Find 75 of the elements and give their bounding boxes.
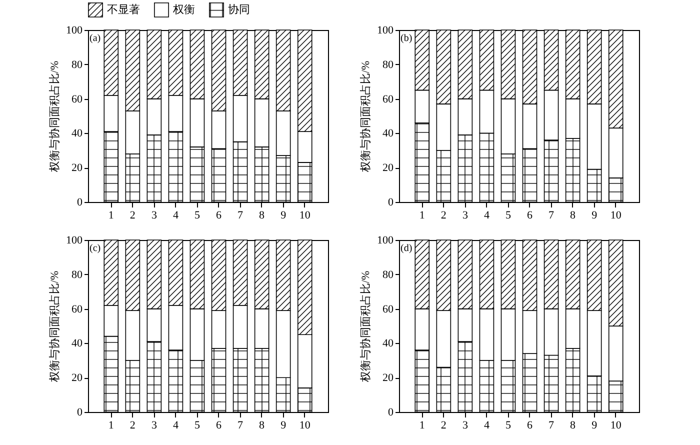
x-tick-label: 7 [548,210,555,222]
x-tick-label: 7 [238,210,244,222]
x-tick-label: 9 [280,420,287,432]
y-tick-label: 60 [72,93,83,106]
y-tick-label: 0 [77,196,83,208]
x-tick-label: 3 [151,210,158,222]
x-tick-label: 10 [299,210,311,222]
x-tick-label: 3 [462,210,468,222]
y-axis-title: 权衡与协同面积占比/% [48,270,61,384]
x-tick-label: 4 [172,210,179,222]
x-tick-label: 10 [610,210,622,222]
chart-title: (d) [400,243,412,254]
x-tick-label: 7 [238,420,244,432]
x-tick-label: 9 [592,420,598,432]
x-tick-label: 7 [548,420,555,432]
x-tick-label: 2 [440,420,446,432]
y-tick-label: 80 [382,58,394,71]
y-tick-label: 80 [72,268,83,281]
x-tick-label: 6 [527,210,534,222]
x-tick-label: 5 [505,210,512,222]
legend-label: 不显著 [107,2,140,16]
y-tick-label: 100 [377,234,394,246]
y-tick-label: 40 [72,338,83,350]
chart-title: (b) [400,33,412,44]
x-tick-label: 1 [108,210,114,222]
x-tick-label: 4 [484,210,490,222]
x-tick-label: 1 [419,420,425,432]
x-tick-label: 9 [592,210,598,222]
y-tick-label: 40 [382,128,394,140]
x-tick-label: 3 [462,420,468,432]
x-tick-label: 2 [440,210,446,222]
chart-title: (c) [90,243,101,254]
legend-label: 权衡 [172,4,195,16]
y-tick-label: 0 [388,196,394,208]
y-axis-title: 权衡与协同面积占比/% [48,60,61,174]
y-tick-label: 20 [382,162,394,174]
x-tick-label: 6 [527,420,534,432]
x-tick-label: 6 [216,420,222,432]
legend-label: 协同 [228,2,250,16]
y-tick-label: 80 [382,268,394,281]
x-tick-label: 8 [259,210,266,222]
y-tick-label: 100 [377,24,394,36]
y-tick-label: 20 [72,162,83,174]
x-tick-label: 8 [570,210,576,222]
x-tick-label: 1 [108,420,114,432]
y-tick-label: 0 [388,406,394,418]
x-tick-label: 5 [505,420,512,432]
y-tick-label: 60 [72,303,83,316]
x-tick-label: 4 [172,420,179,432]
x-tick-label: 3 [151,420,158,432]
y-tick-label: 20 [72,372,83,384]
y-axis-title: 权衡与协同面积占比/% [359,270,372,384]
y-tick-label: 60 [382,93,394,106]
x-tick-label: 10 [610,420,622,432]
y-tick-label: 0 [77,406,83,418]
y-tick-label: 80 [72,58,83,71]
y-tick-label: 100 [66,24,83,36]
x-tick-label: 9 [280,210,287,222]
x-tick-label: 10 [299,420,311,432]
y-tick-label: 40 [382,338,394,350]
y-tick-label: 40 [72,128,83,140]
x-tick-label: 8 [570,420,576,432]
x-tick-label: 6 [216,210,222,222]
x-tick-label: 5 [194,420,200,432]
x-tick-label: 8 [259,420,266,432]
y-axis-title: 权衡与协同面积占比/% [359,60,372,174]
y-tick-label: 20 [382,372,394,384]
x-tick-label: 2 [130,210,136,222]
x-tick-label: 4 [484,420,490,432]
x-tick-label: 2 [130,420,136,432]
y-tick-label: 60 [382,303,394,316]
y-tick-label: 100 [66,234,83,246]
x-tick-label: 1 [419,210,425,222]
x-tick-label: 5 [194,210,200,222]
chart-title: (a) [90,33,101,44]
